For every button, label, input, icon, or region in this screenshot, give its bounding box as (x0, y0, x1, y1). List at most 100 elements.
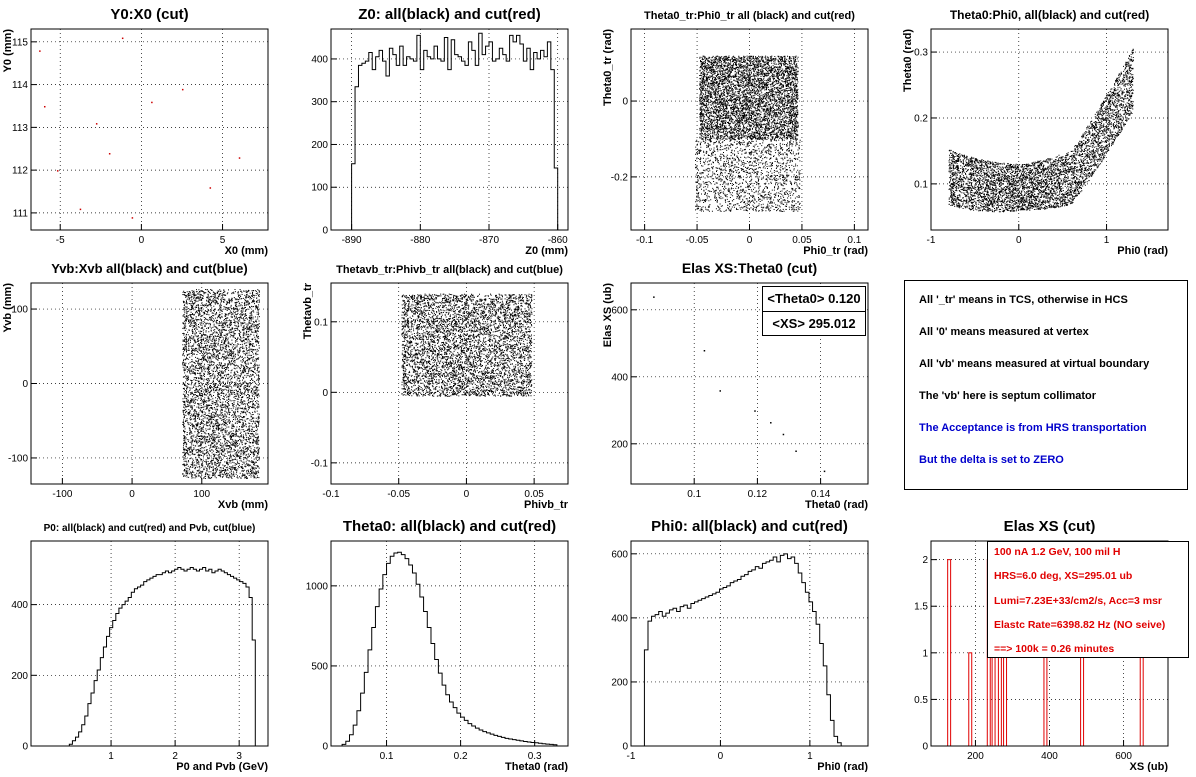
y-tick-label: 0.2 (914, 113, 928, 124)
x-tick-label: 0.1 (687, 489, 701, 500)
data-point (151, 101, 153, 104)
x-axis-label: Phivb_tr (524, 499, 569, 511)
chart-p9: P0: all(black) and cut(red) and Pvb, cut… (11, 523, 269, 773)
x-axis-label: X0 (mm) (225, 245, 269, 257)
x-tick-label: 0 (747, 235, 753, 246)
y-tick-label: 2 (922, 555, 928, 566)
chart-title: Yvb:Xvb all(black) and cut(blue) (51, 261, 247, 276)
y-tick-label: 100 (11, 305, 28, 316)
histogram-bar (1139, 652, 1144, 746)
x-tick-label: -890 (342, 235, 362, 246)
y-tick-label: 400 (311, 54, 328, 65)
info-line-4: The 'vb' here is septum collimator (919, 390, 1096, 402)
data-point (108, 153, 111, 155)
plot-area (653, 296, 826, 473)
data-point (703, 350, 706, 352)
stats-theta-value: 0.120 (828, 291, 861, 306)
y-axis-label: Thetavb_tr (302, 282, 314, 339)
y-tick-label: 115 (12, 37, 28, 48)
x-tick-label: 1 (1104, 235, 1110, 246)
chart-p4: Theta0:Phi0, all(black) and cut(red) -1 0 1… (902, 8, 1169, 257)
x-tick-label: 3 (236, 751, 242, 762)
chart-p3: Theta0_tr:Phi0_tr all (black) and cut(re… (602, 10, 869, 257)
plot-area (695, 55, 801, 212)
info-panel: All '_tr' means in TCS, otherwise in HCS… (904, 280, 1188, 490)
data-point (782, 433, 785, 436)
histogram-series (66, 567, 259, 746)
x-tick-label: -100 (52, 489, 72, 500)
y-tick-label: 200 (611, 439, 628, 450)
x-tick-label: 1 (807, 751, 813, 762)
y-tick-label: 111 (13, 208, 29, 219)
chart-p6: Thetavb_tr:Phivb_tr all(black) and cut(b… (302, 264, 569, 511)
data-point (181, 88, 184, 91)
y-axis-label: Yvb (mm) (2, 283, 14, 333)
x-tick-label: 0.1 (847, 235, 861, 246)
chart-title: Elas XS (cut) (1004, 518, 1096, 535)
x-tick-label: 0.3 (528, 751, 542, 762)
y-tick-label: 300 (311, 97, 328, 108)
x-tick-label: -5 (56, 235, 65, 246)
x-tick-label: 0.05 (524, 489, 544, 500)
histogram-bar (1003, 652, 1008, 746)
chart-title: Z0: all(black) and cut(red) (358, 6, 541, 23)
info-line-6: But the delta is set to ZERO (919, 454, 1064, 466)
y-tick-label: 0 (22, 742, 28, 753)
chart-title: Theta0: all(black) and cut(red) (343, 518, 556, 535)
stats-xs-value: 295.012 (808, 316, 856, 331)
stats-xs-label: <XS> (772, 316, 805, 331)
x-tick-label: 0 (129, 489, 135, 500)
x-tick-label: -0.05 (387, 489, 410, 500)
chart-p5: Yvb:Xvb all(black) and cut(blue) -100 0 100… (2, 261, 269, 511)
y-tick-label: 0 (322, 226, 328, 237)
y-tick-label: 200 (611, 677, 628, 688)
y-axis-label: Theta0 (rad) (902, 29, 914, 92)
y-tick-label: 114 (12, 80, 28, 91)
x-tick-label: 0 (1016, 235, 1022, 246)
x-tick-label: 0.1 (380, 751, 394, 762)
chart-title: P0: all(black) and cut(red) and Pvb, cut… (44, 523, 256, 534)
x-axis-label: Phi0 (rad) (817, 761, 868, 772)
y-tick-label: 0 (322, 388, 328, 399)
histogram-series (351, 32, 559, 230)
y-tick-label: 1 (922, 648, 928, 659)
xs-info-line-4: Elastc Rate=6398.82 Hz (NO seive) (994, 618, 1166, 631)
scatter-cloud (401, 293, 533, 397)
scatter-cloud (699, 55, 799, 140)
x-tick-label: 2 (172, 751, 178, 762)
data-point (39, 50, 41, 52)
x-tick-label: 600 (1115, 751, 1132, 762)
y-tick-label: 1.5 (914, 602, 928, 613)
y-tick-label: 113 (12, 123, 28, 134)
y-axis-label: Theta0_tr (rad) (602, 29, 614, 106)
y-tick-label: 400 (11, 600, 28, 611)
y-tick-label: -0.1 (311, 458, 329, 469)
data-point (121, 37, 124, 40)
histogram-bar (1080, 652, 1085, 746)
info-line-3: All 'vb' means measured at virtual bound… (919, 358, 1150, 370)
chart-title: Y0:X0 (cut) (110, 6, 188, 23)
plot-area (351, 32, 559, 230)
histogram-bar (1043, 652, 1048, 746)
x-axis-label: Phi0_tr (rad) (803, 245, 868, 257)
plot-frame (930, 28, 1169, 231)
chart-title: Thetavb_tr:Phivb_tr all(black) and cut(b… (336, 264, 563, 276)
y-tick-label: 200 (311, 140, 328, 151)
x-tick-label: 1 (108, 751, 114, 762)
x-tick-label: 0.12 (748, 489, 768, 500)
stats-xs-row: <XS> 295.012 (763, 312, 865, 336)
x-axis-label: Phi0 (rad) (1117, 245, 1168, 257)
xs-info-line-3: Lumi=7.23E+33/cm2/s, Acc=3 msr (994, 594, 1163, 607)
scatter-cloud (948, 48, 1134, 213)
chart-p2: Z0: all(black) and cut(red) -890 -880 -870 -… (311, 6, 569, 257)
info-line-5: The Acceptance is from HRS transportatio… (919, 422, 1147, 434)
x-axis-label: P0 and Pvb (GeV) (176, 761, 268, 772)
y-tick-label: 0.1 (314, 317, 328, 328)
y-tick-label: 600 (611, 549, 628, 560)
stats-box: <Theta0> 0.120 <XS> 295.012 (762, 286, 866, 336)
data-point (823, 470, 826, 473)
x-axis-label: Theta0 (rad) (805, 499, 868, 511)
chart-p12: Elas XS (cut) 200 400 600 0 0.5 1 1.5 2 XS (ub) (914, 518, 1169, 773)
data-point (79, 208, 82, 211)
